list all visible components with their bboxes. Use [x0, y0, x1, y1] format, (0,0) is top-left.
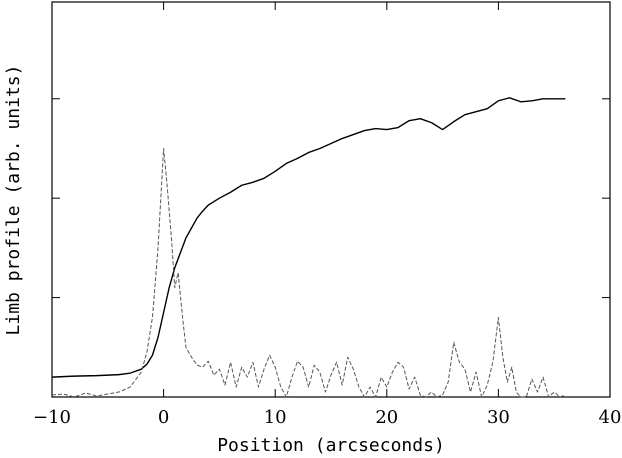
x-tick-label: 20 [375, 407, 398, 428]
y-axis-label: Limb profile (arb. units) [3, 65, 24, 336]
plot-frame [51, 1, 611, 398]
derivative-series [51, 147, 566, 398]
tick-labels: −10 0 10 20 30 40 [33, 407, 621, 428]
x-axis-label: Position (arcseconds) [217, 435, 445, 456]
limb-profile-series [51, 97, 566, 378]
axis-ticks [51, 2, 611, 397]
x-tick-label: −10 [33, 407, 71, 428]
x-tick-label: 30 [487, 407, 510, 428]
x-tick-label: 40 [599, 407, 622, 428]
series-group [51, 97, 566, 398]
x-tick-label: 10 [264, 407, 287, 428]
x-tick-label: 0 [158, 407, 169, 428]
